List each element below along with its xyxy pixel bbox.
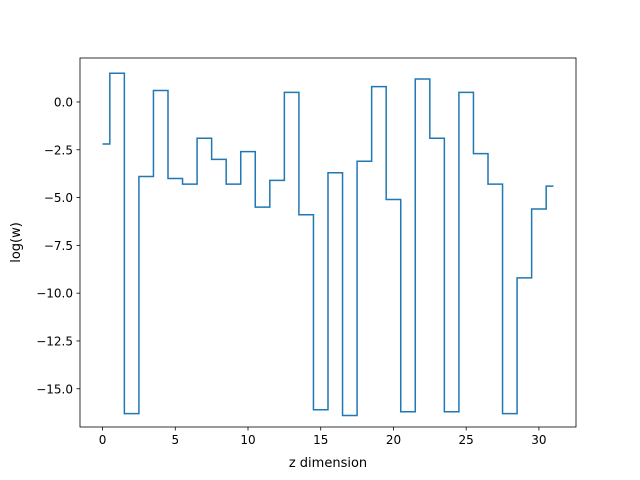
x-tick-label: 0 bbox=[99, 433, 107, 447]
y-tick-label: −5.0 bbox=[44, 191, 73, 205]
x-axis-label: z dimension bbox=[289, 456, 367, 471]
y-tick-label: 0.0 bbox=[54, 95, 73, 109]
y-tick-label: −7.5 bbox=[44, 239, 73, 253]
x-tick-label: 30 bbox=[531, 433, 546, 447]
y-tick-label: −15.0 bbox=[36, 382, 73, 396]
x-tick-label: 10 bbox=[240, 433, 255, 447]
x-tick-label: 20 bbox=[386, 433, 401, 447]
y-axis-label: log(w) bbox=[9, 222, 24, 263]
y-tick-label: −2.5 bbox=[44, 143, 73, 157]
x-tick-label: 15 bbox=[313, 433, 328, 447]
series-line-0 bbox=[102, 72, 554, 417]
x-axis: 0 5 10 15 20 25 30 bbox=[99, 427, 547, 447]
y-axis: 0.0 −2.5 −5.0 −7.5 −10.0 −12.5 −15.0 bbox=[36, 95, 80, 396]
y-tick-label: −12.5 bbox=[36, 334, 73, 348]
x-tick-label: 25 bbox=[459, 433, 474, 447]
y-tick-label: −10.0 bbox=[36, 287, 73, 301]
x-tick-label: 5 bbox=[171, 433, 179, 447]
plot-area bbox=[102, 72, 554, 417]
axes-frame bbox=[79, 57, 577, 428]
